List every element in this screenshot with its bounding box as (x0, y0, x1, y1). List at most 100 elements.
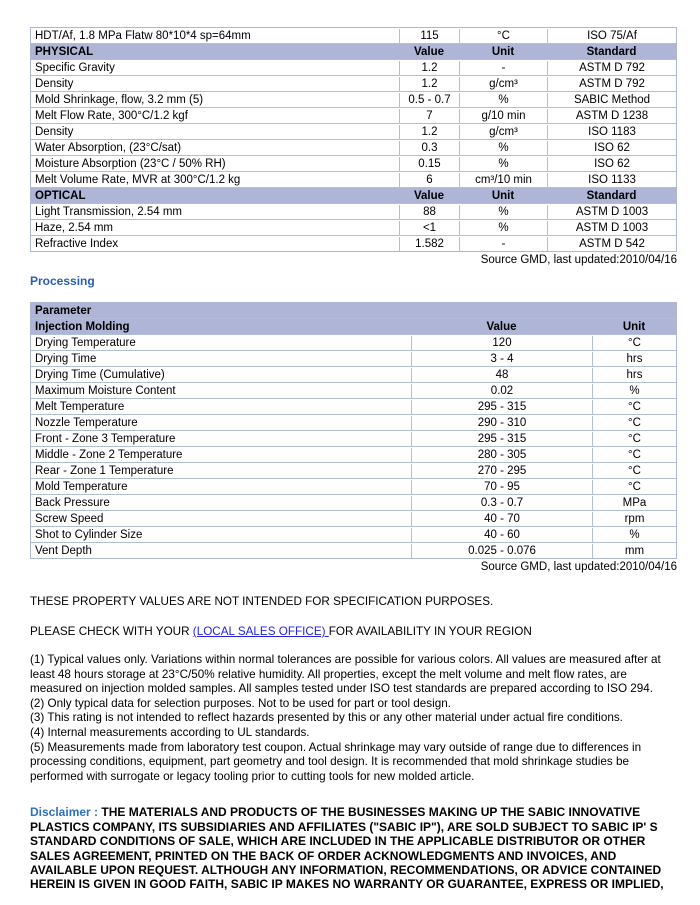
unit-cell: °C (592, 463, 676, 478)
table-row: Drying Time (Cumulative) 48 hrs (31, 367, 676, 383)
footnote-2: (2) Only typical data for selection purp… (30, 696, 451, 710)
value-cell: <1 (399, 220, 459, 235)
standard-cell: ISO 62 (547, 140, 676, 155)
value-cell: 7 (399, 108, 459, 123)
unit-cell: % (459, 220, 547, 235)
value-cell: 1.2 (399, 60, 459, 75)
unit-cell: Unit (491, 45, 515, 58)
unit-cell: % (459, 92, 547, 107)
value-cell: 0.15 (399, 156, 459, 171)
table-row: Refractive Index 1.582- ASTM D 542 (31, 236, 676, 251)
table-row: Melt Volume Rate, MVR at 300°C/1.2 kg 6 cm… (31, 172, 676, 188)
parameter-name-cell: Drying Time (Cumulative) (35, 368, 165, 381)
value-cell: 0.3 - 0.7 (411, 495, 592, 510)
unit-cell: - (459, 236, 547, 251)
value-cell: Value (413, 45, 445, 58)
standard-cell: ISO 75/Af (547, 28, 676, 43)
standard-cell: ISO 1133 (547, 172, 676, 187)
unit-cell: Unit (491, 189, 515, 202)
table-row: Mold Temperature 70 - 95 °C (31, 479, 676, 495)
table-row: Drying Temperature 120 °C (31, 335, 676, 351)
parameter-name-cell: Screw Speed (35, 512, 104, 525)
table-row: Specific Gravity 1.2- ASTM D 792 (31, 60, 676, 76)
parameter-name-cell: Front - Zone 3 Temperature (35, 432, 176, 445)
unit-cell: g/10 min (459, 108, 547, 123)
table-row: Shot to Cylinder Size 40 - 60% (31, 527, 676, 543)
value-cell: 290 - 310 (411, 415, 592, 430)
property-name-cell: Density (35, 125, 74, 138)
section-header-row: OPTICAL Value Unit Standard (31, 188, 676, 204)
parameter-name-cell: Mold Temperature (35, 480, 128, 493)
table-row: Maximum Moisture Content 0.02% (31, 383, 676, 399)
value-cell: 0.5 - 0.7 (399, 92, 459, 107)
unit-cell: °C (459, 28, 547, 43)
property-name-cell: Refractive Index (35, 237, 119, 250)
standard-cell: ASTM D 792 (547, 60, 676, 75)
value-cell: 0.3 (399, 140, 459, 155)
property-name-cell: Melt Flow Rate, 300°C/1.2 kgf (35, 109, 188, 122)
local-sales-office-link[interactable]: (LOCAL SALES OFFICE) (192, 625, 329, 638)
availability-prefix: PLEASE CHECK WITH YOUR (30, 625, 193, 638)
unit-cell: % (459, 204, 547, 219)
injection-molding-header-cell: Injection Molding (35, 320, 130, 333)
disclaimer-label: Disclaimer : (30, 805, 99, 820)
footnote-1: (1) Typical values only. Variations with… (30, 653, 661, 696)
standard-cell: ASTM D 1003 (547, 204, 676, 219)
standard-cell: ISO 62 (547, 156, 676, 171)
standard-cell: ASTM D 792 (547, 76, 676, 91)
processing-heading: Processing (30, 274, 95, 288)
value-cell: 120 (411, 335, 592, 350)
standard-cell: ASTM D 1003 (547, 220, 676, 235)
property-name-cell: Density (35, 77, 74, 90)
table-row: Middle - Zone 2 Temperature 280 - 305 °C (31, 447, 676, 463)
unit-cell: °C (592, 335, 676, 350)
property-name-cell: Water Absorption, (23°C/sat) (35, 141, 182, 154)
standard-cell: Standard (586, 45, 637, 58)
parameter-name-cell: Middle - Zone 2 Temperature (35, 448, 183, 461)
table-row: Melt Flow Rate, 300°C/1.2 kgf 7 g/10 min AS… (31, 108, 676, 124)
table-row: Moisture Absorption (23°C / 50% RH) 0.15%… (31, 156, 676, 172)
property-name-cell: Specific Gravity (35, 61, 115, 74)
value-cell: 40 - 70 (411, 511, 592, 526)
footnote-3: (3) This rating is not intended to refle… (30, 711, 623, 725)
availability-suffix: FOR AVAILABILITY IN YOUR REGION (328, 625, 532, 638)
table-row: Haze, 2.54 mm <1% ASTM D 1003 (31, 220, 676, 236)
table-row: Density 1.2 g/cm³ ASTM D 792 (31, 76, 676, 92)
property-name-cell: Melt Volume Rate, MVR at 300°C/1.2 kg (35, 173, 241, 186)
standard-cell: ISO 1183 (547, 124, 676, 139)
value-cell: 270 - 295 (411, 463, 592, 478)
parameter-name-cell: Vent Depth (35, 544, 92, 557)
specification-disclaimer-line: THESE PROPERTY VALUES ARE NOT INTENDED F… (30, 595, 494, 608)
unit-cell: rpm (592, 511, 676, 526)
property-name-cell: OPTICAL (35, 189, 86, 202)
unit-cell: hrs (592, 367, 676, 382)
value-cell: 6 (399, 172, 459, 187)
properties-source-note: Source GMD, last updated:2010/04/16 (480, 254, 677, 266)
table-row: Rear - Zone 1 Temperature 270 - 295 °C (31, 463, 676, 479)
footnote-4: (4) Internal measurements according to U… (30, 725, 310, 739)
unit-cell: % (459, 156, 547, 171)
unit-cell: % (459, 140, 547, 155)
parameter-name-cell: Nozzle Temperature (35, 416, 138, 429)
table-row: Mold Shrinkage, flow, 3.2 mm (5) 0.5 - 0.… (31, 92, 676, 108)
footnote-5: (5) Measurements made from laboratory te… (30, 740, 642, 783)
value-cell: 1.582 (399, 236, 459, 251)
standard-cell: ASTM D 542 (547, 236, 676, 251)
value-cell: 70 - 95 (411, 479, 592, 494)
property-name-cell: Moisture Absorption (23°C / 50% RH) (35, 157, 226, 170)
value-cell: 40 - 60 (411, 527, 592, 542)
table-row: Water Absorption, (23°C/sat) 0.3% ISO 62 (31, 140, 676, 156)
disclaimer-paragraph: Disclaimer : THE MATERIALS AND PRODUCTS … (30, 805, 678, 891)
value-cell: 295 - 315 (411, 431, 592, 446)
unit-cell: °C (592, 479, 676, 494)
table-row: HDT/Af, 1.8 MPa Flatw 80*10*4 sp=64mm 115… (31, 28, 676, 44)
parameter-name-cell: Shot to Cylinder Size (35, 528, 143, 541)
property-name-cell: Light Transmission, 2.54 mm (35, 205, 183, 218)
property-name-cell: Haze, 2.54 mm (35, 221, 113, 234)
value-cell: 0.02 (411, 383, 592, 398)
parameter-header-cell: Parameter (35, 304, 92, 317)
properties-table: HDT/Af, 1.8 MPa Flatw 80*10*4 sp=64mm 115… (30, 27, 677, 252)
property-name-cell: PHYSICAL (35, 45, 94, 58)
unit-cell: MPa (592, 495, 676, 510)
value-cell: 1.2 (399, 124, 459, 139)
